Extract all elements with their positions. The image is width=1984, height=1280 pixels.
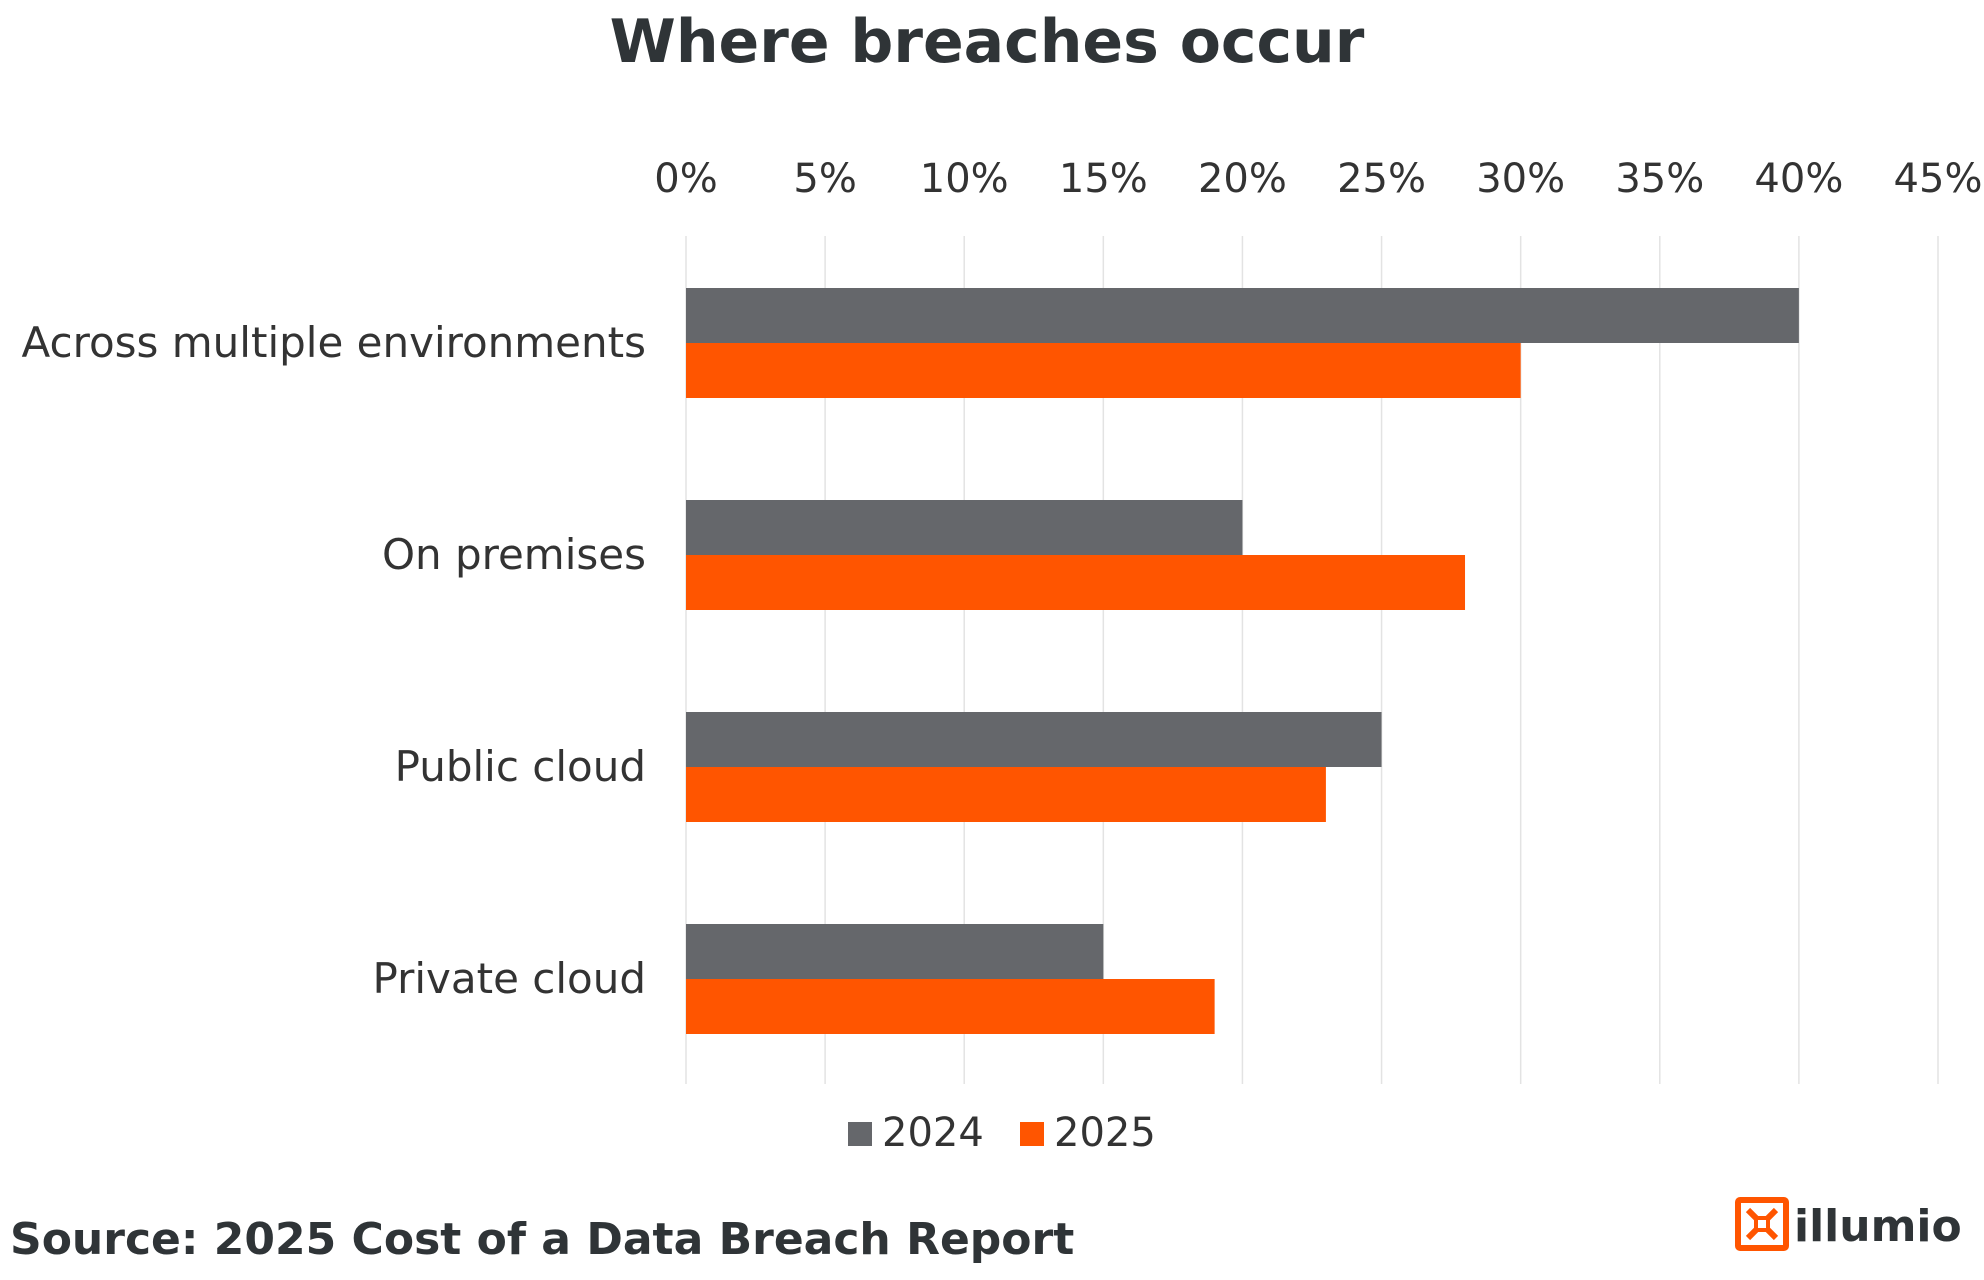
x-tick-label: 10% (920, 156, 1009, 202)
x-tick-label: 5% (793, 156, 856, 202)
source-note: Source: 2025 Cost of a Data Breach Repor… (10, 1214, 1074, 1265)
x-tick-label: 45% (1894, 156, 1983, 202)
category-label: Private cloud (372, 954, 646, 1003)
legend-label-2024: 2024 (882, 1110, 984, 1156)
brand-name: illumio (1794, 1201, 1962, 1252)
x-tick-label: 25% (1337, 156, 1426, 202)
x-axis-ticks: 0% 5% 10% 15% 20% 25% 30% 35% 40% 45% (654, 156, 1982, 202)
bars (686, 288, 1799, 1034)
x-tick-label: 0% (654, 156, 717, 202)
chart-title: Where breaches occur (610, 7, 1365, 77)
bar-2024-public-cloud (686, 712, 1382, 767)
bar-2024-on-premises (686, 500, 1243, 555)
x-tick-label: 20% (1198, 156, 1287, 202)
bar-2025-public-cloud (686, 767, 1326, 822)
x-tick-label: 40% (1754, 156, 1843, 202)
bar-2024-across-multiple-environments (686, 288, 1799, 343)
category-label: Public cloud (395, 742, 646, 791)
legend: 2024 2025 (848, 1110, 1156, 1156)
bar-2025-on-premises (686, 555, 1466, 610)
legend-label-2025: 2025 (1054, 1110, 1156, 1156)
brand-logo: illumio (1735, 1197, 1962, 1252)
legend-swatch-2024 (848, 1122, 872, 1146)
bar-2025-private-cloud (686, 979, 1215, 1034)
legend-swatch-2025 (1020, 1122, 1044, 1146)
bar-2025-across-multiple-environments (686, 343, 1521, 398)
x-tick-label: 30% (1476, 156, 1565, 202)
category-labels: Across multiple environments On premises P… (22, 318, 646, 1003)
category-label: Across multiple environments (22, 318, 646, 367)
category-label: On premises (382, 530, 646, 579)
x-tick-label: 35% (1615, 156, 1704, 202)
x-tick-label: 15% (1059, 156, 1148, 202)
illumio-logo-icon (1735, 1197, 1789, 1251)
bar-2024-private-cloud (686, 924, 1104, 979)
